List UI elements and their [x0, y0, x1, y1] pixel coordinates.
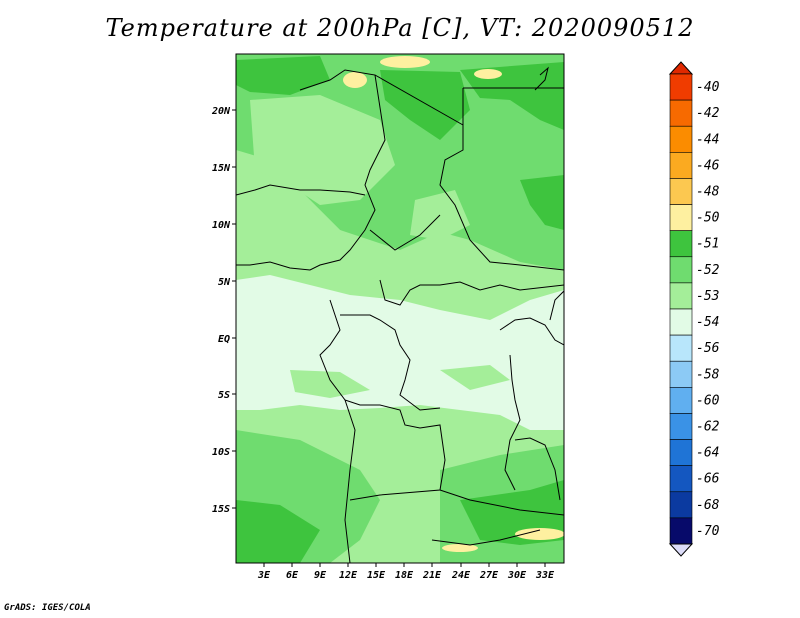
colorbar-label: -66	[696, 472, 720, 487]
colorbar-segment	[669, 282, 693, 310]
plot-frame	[235, 53, 565, 564]
field-west-light-band	[236, 175, 390, 285]
colorbar-segment	[669, 230, 693, 258]
colorbar-segment	[669, 491, 693, 519]
border-sahel	[236, 184, 366, 196]
lon-label-6e: 6E	[286, 570, 299, 581]
colorbar-label: -54	[696, 315, 719, 330]
border-east-africa	[499, 317, 564, 346]
colorbar-label: -56	[696, 341, 720, 356]
colorbar-label: -52	[696, 263, 720, 278]
colorbar-segment	[669, 125, 693, 153]
lon-label-18e: 18E	[395, 570, 414, 581]
coastline-west	[319, 299, 356, 563]
field-band-intrusion-2	[440, 365, 510, 390]
colorbar-segment	[669, 334, 693, 362]
colorbar-segment	[669, 360, 693, 388]
colorbar-label: -46	[696, 158, 720, 173]
border-sudan	[439, 88, 564, 271]
lon-label-24e: 24E	[451, 570, 471, 581]
colorbar-label: -70	[696, 524, 720, 539]
colorbar-segment	[669, 178, 693, 205]
lat-label-10s: 10S	[212, 447, 230, 458]
country-borders	[236, 66, 564, 563]
border-car-south	[379, 279, 564, 306]
lat-label-5n: 5N	[218, 277, 231, 288]
border-zambia	[439, 489, 564, 516]
colorbar-segment	[669, 204, 693, 231]
colorbar-segment	[669, 256, 693, 284]
colorbar-label: -42	[696, 106, 720, 121]
field-yellow-patch-3	[474, 69, 502, 79]
field-band-intrusion-1	[290, 370, 370, 398]
colorbar-segment	[669, 517, 693, 545]
lon-label-9e: 9E	[314, 570, 327, 581]
border-angola	[344, 399, 446, 501]
colorbar-segment	[669, 99, 693, 127]
border-south	[431, 529, 541, 546]
lake-tanganyika	[504, 354, 521, 491]
field-yellow-patch-4	[515, 528, 564, 540]
colorbar-label: -40	[696, 80, 720, 95]
field-yellow-patch-2	[380, 56, 430, 68]
field-yellow-patch-1	[343, 72, 367, 88]
lon-label-30e: 30E	[507, 570, 527, 581]
lat-label-15n: 15N	[212, 163, 231, 174]
lat-label-5s: 5S	[218, 390, 230, 401]
colorbar-bottom-arrow	[668, 543, 694, 557]
colorbar-label: -51	[696, 237, 719, 252]
field-southwest-dark-green	[236, 500, 320, 563]
colorbar-label: -48	[696, 185, 720, 200]
border-congo	[340, 314, 441, 411]
lon-label-3e: 3E	[257, 570, 271, 581]
colorbar-label: -58	[696, 367, 720, 382]
field-east-dark-green	[520, 175, 564, 230]
colorbar-label: -44	[696, 132, 719, 147]
colorbar-label: -53	[696, 289, 719, 304]
lon-label-12e: 12E	[339, 570, 358, 581]
map-title: Temperature at 200hPa [C], VT: 202009051…	[105, 14, 695, 42]
coast-east	[549, 290, 564, 321]
colorbar-label: -62	[696, 420, 720, 435]
colorbar-segment	[669, 413, 693, 440]
lon-label-21e: 21E	[422, 570, 442, 581]
colorbar: -40 -42 -44 -46 -48 -50 -51 -52 -53 -54 -56 -58 -60 -…	[668, 61, 720, 557]
border-west-africa	[236, 69, 386, 271]
field-north-dark-green	[380, 70, 470, 140]
field-north-light-patch-1	[250, 95, 395, 205]
colorbar-segment	[669, 439, 693, 466]
field-northwest-dark-green	[236, 56, 330, 95]
colorbar-label: -64	[696, 446, 719, 461]
temperature-field	[236, 54, 564, 563]
colorbar-segment	[669, 387, 693, 414]
colorbar-segment	[669, 308, 693, 336]
colorbar-segment	[669, 465, 693, 493]
colorbar-segment	[669, 152, 693, 179]
colorbar-label: -68	[696, 498, 720, 513]
lat-label-10n: 10N	[212, 220, 231, 231]
longitude-axis: 3E 6E 9E 12E 15E 18E 21E 24E 27E 30E 33E	[257, 563, 555, 581]
colorbar-label: -50	[696, 211, 720, 226]
colorbar-label: -60	[696, 393, 720, 408]
lon-label-33e: 33E	[535, 570, 555, 581]
lon-label-27e: 27E	[479, 570, 499, 581]
field-northeast-dark-green	[460, 62, 564, 130]
footer-credit: GrADS: IGES/COLA	[4, 603, 91, 613]
nile-delta	[534, 66, 549, 91]
lon-label-15e: 15E	[367, 570, 386, 581]
field-yellow-patch-5	[442, 544, 478, 552]
lat-label-20n: 20N	[211, 106, 231, 117]
lat-label-eq: EQ	[218, 334, 230, 345]
border-car-north	[369, 214, 441, 251]
border-chad-libya	[374, 74, 464, 126]
colorbar-top-arrow	[668, 61, 694, 75]
latitude-axis: 20N 15N 10N 5N EQ 5S 10S 15S	[211, 106, 236, 515]
lake-malawi	[514, 437, 561, 501]
colorbar-segment	[669, 73, 693, 101]
lat-label-15s: 15S	[212, 504, 230, 515]
